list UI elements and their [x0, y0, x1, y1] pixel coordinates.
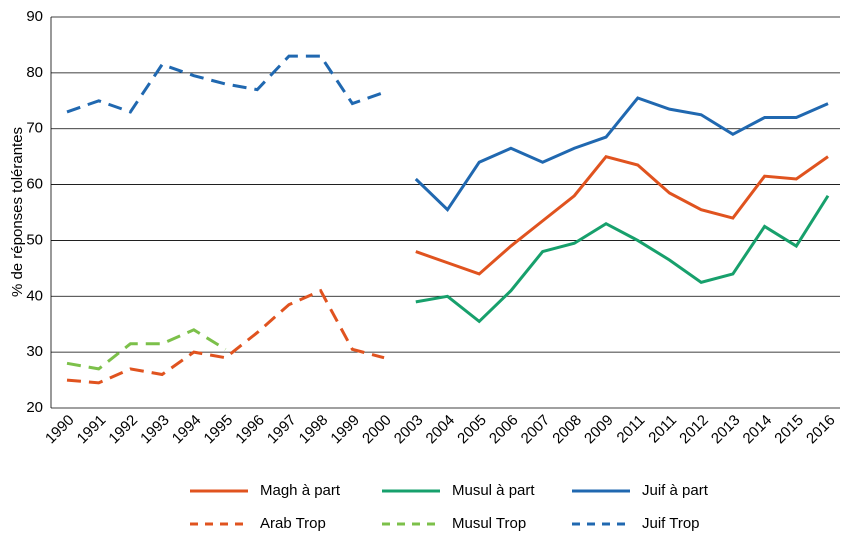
x-tick-label: 1991	[74, 412, 110, 448]
legend-label: Magh à part	[260, 482, 341, 499]
legend-label: Juif Trop	[642, 515, 700, 532]
legend-label: Musul Trop	[452, 515, 526, 532]
x-tick-label: 1992	[105, 412, 141, 448]
x-tick-label: 2009	[581, 412, 617, 448]
line-series	[66, 288, 385, 385]
y-tick-label: 80	[26, 64, 43, 81]
x-tick-label: 1997	[264, 412, 300, 448]
x-tick-label: 2016	[803, 412, 839, 448]
x-tick-label: 2011	[645, 412, 680, 447]
y-tick-label: 20	[26, 399, 43, 416]
x-tick-label: 2008	[549, 412, 585, 448]
x-tick-label: 2014	[740, 412, 776, 448]
x-tick-label: 2013	[708, 412, 744, 448]
legend-label: Arab Trop	[260, 515, 326, 532]
line-series	[66, 54, 385, 114]
y-axis-label: % de réponses tolérantes	[9, 127, 26, 297]
x-tick-label: 2004	[423, 412, 459, 448]
x-tick-label: 2012	[676, 412, 712, 448]
x-tick-label: 1990	[42, 412, 78, 448]
line-series	[415, 194, 830, 324]
legend-label: Musul à part	[452, 482, 535, 499]
y-tick-label: 70	[26, 120, 43, 137]
x-tick-label: 1996	[232, 412, 268, 448]
x-tick-label: 1994	[169, 412, 205, 448]
line-series	[414, 96, 829, 213]
x-tick-label: 2000	[359, 412, 395, 448]
x-tick-label: 1998	[296, 412, 332, 448]
y-tick-label: 90	[26, 8, 43, 25]
y-tick-label: 30	[26, 343, 43, 360]
line-series	[66, 328, 227, 371]
x-tick-label: 2015	[771, 412, 807, 448]
x-tick-label: 1999	[327, 412, 363, 448]
x-tick-label: 2011	[614, 412, 649, 447]
x-tick-label: 2005	[454, 412, 490, 448]
line-series	[415, 154, 829, 276]
x-tick-label: 2003	[391, 412, 427, 448]
x-tick-label: 2006	[486, 412, 522, 448]
x-tick-label: 1995	[201, 412, 237, 448]
y-tick-label: 60	[26, 176, 43, 193]
y-tick-label: 50	[26, 231, 43, 248]
x-tick-label: 2007	[518, 412, 554, 448]
x-tick-label: 1993	[137, 412, 173, 448]
y-tick-label: 40	[26, 287, 43, 304]
legend-label: Juif à part	[642, 482, 709, 499]
